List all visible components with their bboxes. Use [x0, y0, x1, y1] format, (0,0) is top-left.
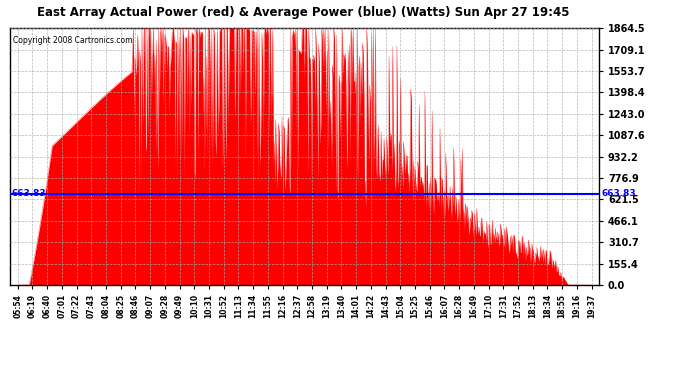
Text: Copyright 2008 Cartronics.com: Copyright 2008 Cartronics.com — [13, 36, 132, 45]
Text: 663.83: 663.83 — [602, 189, 636, 198]
Text: East Array Actual Power (red) & Average Power (blue) (Watts) Sun Apr 27 19:45: East Array Actual Power (red) & Average … — [37, 6, 570, 19]
Text: 663.83: 663.83 — [12, 189, 46, 198]
